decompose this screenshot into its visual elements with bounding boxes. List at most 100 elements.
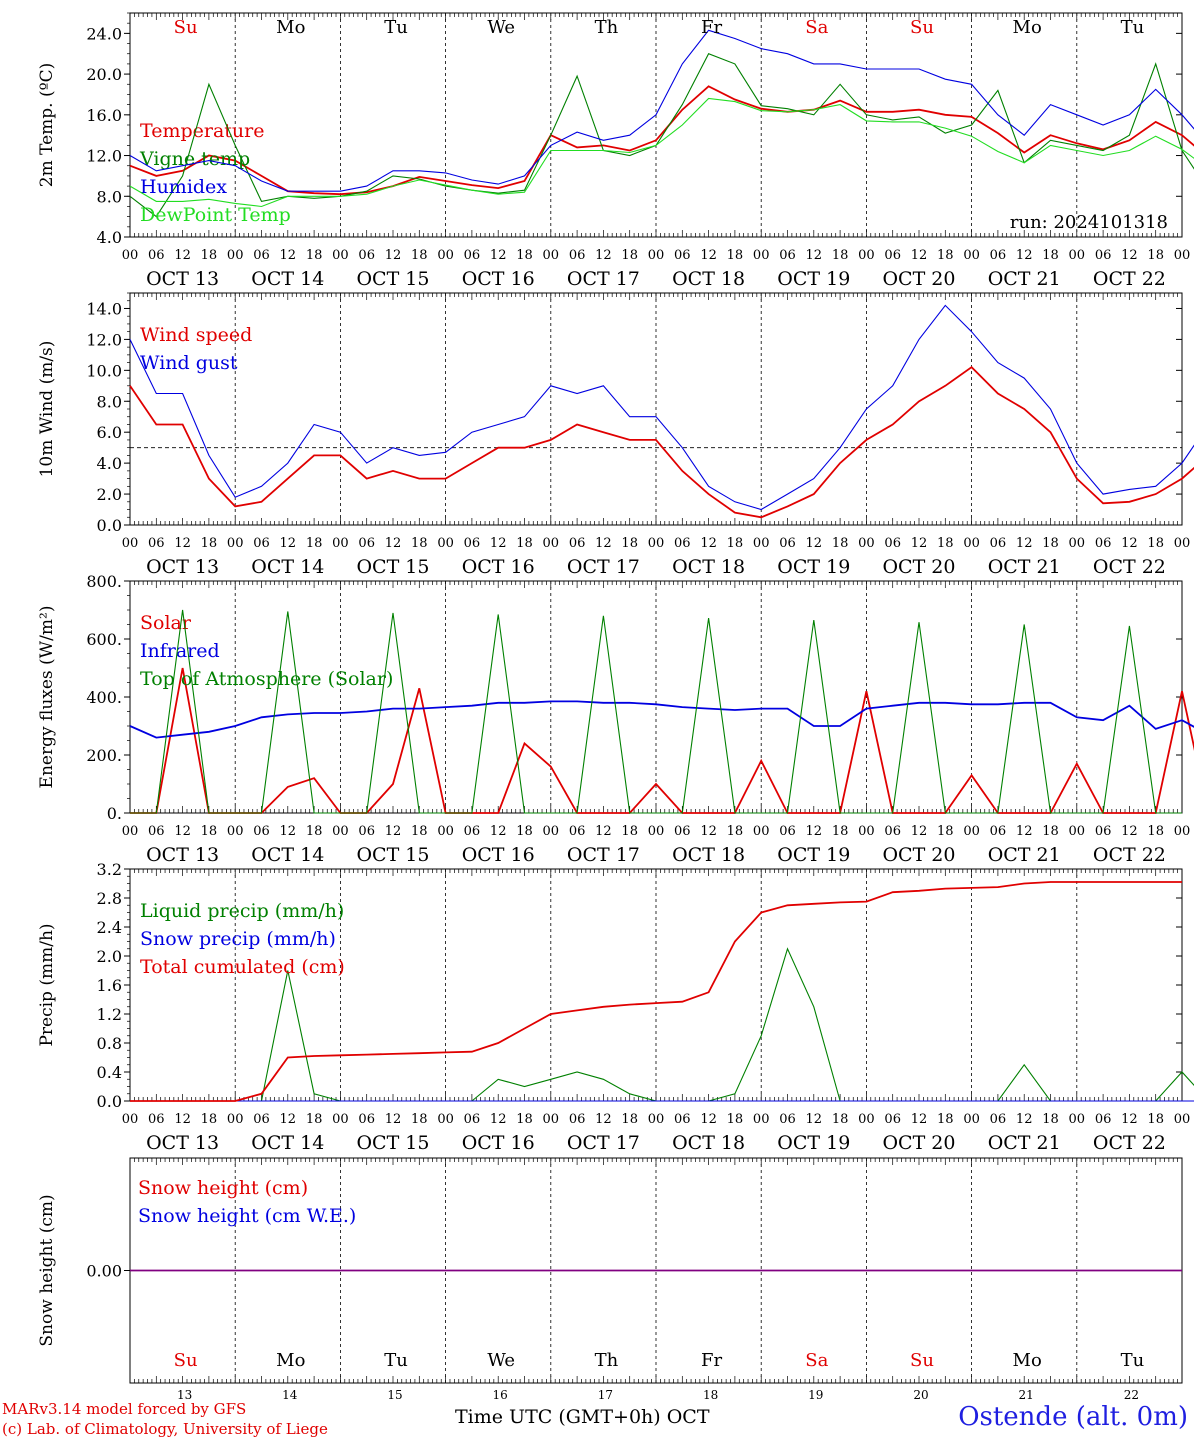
weekday-label: Su [910, 17, 934, 38]
legend-entry: Vigne temp [139, 148, 250, 170]
series-line-top-of-atmosphere-solar- [130, 609, 1182, 814]
y-tick-label: 2.0 [97, 485, 122, 504]
series-line-humidex [129, 29, 1194, 192]
hour-label: 12 [385, 1112, 402, 1127]
series-line-vigne-temp [129, 53, 1194, 218]
hour-label: 18 [727, 536, 744, 551]
hour-label: 00 [648, 248, 665, 263]
day-number-label: 13 [177, 1388, 192, 1400]
hour-label: 06 [464, 248, 481, 263]
date-label: OCT 14 [251, 556, 324, 578]
hour-label: 12 [595, 248, 612, 263]
hour-label: 12 [806, 824, 823, 839]
legend-entry: Infrared [140, 640, 220, 662]
hour-label: 18 [516, 536, 533, 551]
weekday-label: Mo [276, 17, 305, 38]
date-label: OCT 21 [988, 556, 1061, 578]
day-number-label: 16 [493, 1388, 508, 1400]
y-tick-label: 3.2 [97, 860, 122, 879]
date-label: OCT 22 [1093, 1132, 1166, 1154]
y-tick-label: 24.0 [86, 24, 122, 43]
date-label: OCT 20 [882, 556, 955, 578]
y-tick-label: 14.0 [86, 299, 122, 318]
y-axis-label: Snow height (cm) [37, 1194, 57, 1346]
hour-label: 00 [1069, 248, 1086, 263]
y-tick-label: 2.8 [97, 889, 122, 908]
hour-label: 12 [700, 1112, 717, 1127]
weekday-label: Tu [384, 17, 408, 38]
hour-label: 12 [1121, 536, 1138, 551]
hour-label: 18 [1147, 824, 1164, 839]
meteogram-chart: 4.0 8.0 12.0 16.0 20.0 24.0 2m Temp. (ºC) Tempe… [37, 12, 1194, 1400]
weekday-label: Su [174, 1350, 198, 1371]
hour-label: 12 [700, 824, 717, 839]
weekday-label: Th [595, 17, 619, 38]
date-label: OCT 18 [672, 844, 745, 866]
legend-entry: Top of Atmosphere (Solar) [140, 668, 393, 690]
date-label: OCT 13 [146, 844, 219, 866]
y-tick-label: 12.0 [86, 147, 122, 166]
hour-label: 18 [201, 248, 218, 263]
hour-label: 06 [148, 248, 165, 263]
y-tick-label: 20.0 [86, 65, 122, 84]
hour-label: 06 [779, 536, 796, 551]
hour-label: 12 [280, 536, 297, 551]
hour-label: 00 [437, 1112, 454, 1127]
hour-label: 06 [990, 536, 1007, 551]
date-label: OCT 19 [777, 1132, 850, 1154]
hour-label: 06 [148, 1112, 165, 1127]
series-line-dewpoint-temp [129, 97, 1194, 208]
hour-label: 06 [884, 1112, 901, 1127]
hour-label: 18 [832, 536, 849, 551]
y-tick-label: 4.0 [97, 454, 122, 473]
date-label: OCT 18 [672, 1132, 745, 1154]
hour-label: 00 [1174, 1112, 1191, 1127]
weekday-label: Sa [805, 1350, 828, 1371]
hour-label: 12 [911, 1112, 928, 1127]
hour-label: 00 [437, 824, 454, 839]
day-number-label: 22 [1124, 1388, 1139, 1400]
hour-label: 18 [937, 1112, 954, 1127]
hour-label: 12 [385, 824, 402, 839]
hour-label: 00 [753, 824, 770, 839]
date-label: OCT 16 [462, 556, 535, 578]
hour-label: 06 [990, 248, 1007, 263]
hour-label: 00 [1069, 536, 1086, 551]
hour-label: 06 [464, 824, 481, 839]
hour-label: 06 [253, 1112, 270, 1127]
date-label: OCT 17 [567, 556, 640, 578]
hour-label: 18 [1147, 248, 1164, 263]
hour-label: 18 [516, 248, 533, 263]
hour-label: 06 [358, 824, 375, 839]
hour-label: 00 [1174, 248, 1191, 263]
weekday-label: Fr [701, 17, 722, 38]
hour-label: 18 [306, 536, 323, 551]
x-axis-label: Time UTC (GMT+0h) OCT [455, 1406, 710, 1428]
date-label: OCT 21 [988, 844, 1061, 866]
weekday-label: Tu [1121, 17, 1145, 38]
hour-label: 18 [1042, 536, 1059, 551]
hour-label: 06 [358, 248, 375, 263]
hour-label: 12 [490, 1112, 507, 1127]
hour-label: 18 [411, 248, 428, 263]
legend-entry: Total cumulated (cm) [140, 956, 345, 978]
y-tick-label: 0.00 [86, 1262, 122, 1281]
hour-label: 06 [674, 824, 691, 839]
hour-label: 06 [884, 248, 901, 263]
hour-label: 12 [1016, 824, 1033, 839]
hour-label: 12 [280, 824, 297, 839]
hour-label: 00 [1174, 536, 1191, 551]
hour-label: 18 [621, 536, 638, 551]
hour-label: 00 [858, 536, 875, 551]
y-tick-label: 16.0 [86, 106, 122, 125]
weekday-label: Tu [384, 1350, 408, 1371]
hour-label: 06 [674, 248, 691, 263]
hour-label: 06 [358, 1112, 375, 1127]
date-label: OCT 18 [672, 268, 745, 290]
hour-label: 00 [122, 536, 139, 551]
hour-label: 12 [385, 536, 402, 551]
hour-label: 12 [1016, 536, 1033, 551]
hour-label: 18 [201, 536, 218, 551]
date-label: OCT 17 [567, 844, 640, 866]
date-label: OCT 17 [567, 1132, 640, 1154]
